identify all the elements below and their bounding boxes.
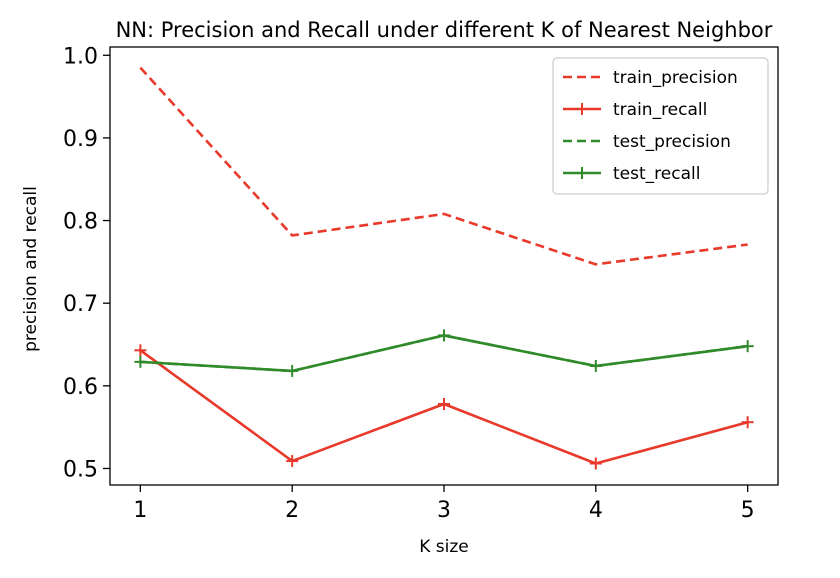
- y-tick-label: 0.6: [63, 375, 98, 400]
- legend-label-test-recall: test_recall: [613, 164, 700, 184]
- axes: 1 2 3 4 5 0.5 0.6 0.7 0.8 0.9 1.0: [63, 44, 779, 523]
- data-point-train-recall: [286, 455, 299, 468]
- y-tick-label: 0.9: [63, 127, 98, 152]
- data-point-train-recall: [589, 457, 602, 470]
- data-point-test-recall: [589, 359, 602, 372]
- data-point-test-recall: [134, 355, 147, 368]
- x-tick-label: 5: [741, 498, 755, 523]
- legend-box: [552, 57, 769, 195]
- x-tick-label: 4: [589, 498, 603, 523]
- x-tick-label: 1: [133, 498, 147, 523]
- x-tick-label: 3: [437, 498, 451, 523]
- y-tick-label: 1.0: [63, 44, 98, 69]
- data-point-test-recall: [438, 329, 450, 342]
- y-axis-label: precision and recall: [21, 186, 41, 352]
- y-tick-label: 0.7: [63, 292, 98, 317]
- legend-label-test-precision: test_precision: [613, 132, 731, 152]
- legend-label-train-precision: train_precision: [613, 68, 738, 88]
- x-tick-label: 2: [285, 498, 299, 523]
- plot-area: [134, 66, 754, 470]
- data-point-train-recall: [438, 398, 450, 411]
- data-point-train-recall: [134, 344, 147, 357]
- legend: train_precision train_recall test_precisio…: [552, 57, 769, 195]
- chart-title: NN: Precision and Recall under different…: [116, 18, 773, 42]
- data-point-test-recall: [741, 340, 754, 353]
- legend-label-train-recall: train_recall: [613, 100, 707, 120]
- x-axis-label: K size: [419, 537, 469, 557]
- data-point-test-recall: [286, 364, 299, 377]
- data-point-train-recall: [741, 416, 754, 429]
- y-tick-label: 0.8: [63, 210, 98, 235]
- y-tick-label: 0.5: [63, 457, 98, 482]
- series-line-train-precision: [139, 66, 748, 266]
